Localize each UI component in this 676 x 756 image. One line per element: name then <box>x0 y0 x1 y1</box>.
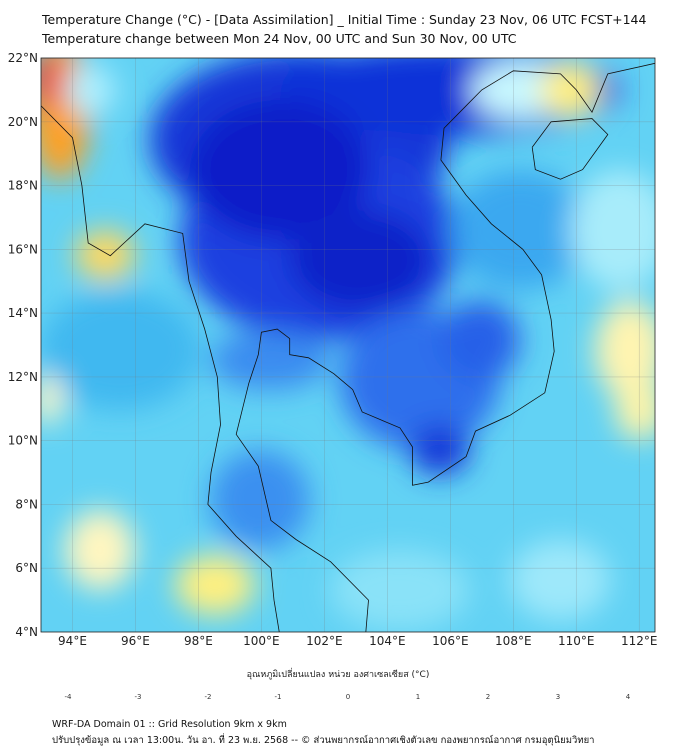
colorbar-tick-label: -2 <box>204 693 212 701</box>
colorbar-tick-label: 4 <box>625 693 631 701</box>
colorbar-tick-label: -1 <box>274 693 282 701</box>
lon-tick-label: 94°E <box>58 634 87 648</box>
coastline <box>41 62 655 632</box>
lat-tick-label: 20°N <box>8 115 38 129</box>
lon-tick-label: 102°E <box>306 634 343 648</box>
lon-tick-label: 98°E <box>184 634 213 648</box>
temperature-change-map: 94°E 96°E 98°E 100°E 102°E 104°E 106°E 108°E 110… <box>8 51 658 648</box>
colorbar-tick-label: 3 <box>555 693 561 701</box>
lon-tick-label: 96°E <box>121 634 150 648</box>
lat-tick-label: 8°N <box>15 497 38 511</box>
graticule <box>41 58 655 632</box>
axis-labels: 94°E 96°E 98°E 100°E 102°E 104°E 106°E 108°E 110… <box>8 51 658 648</box>
lat-tick-label: 14°N <box>8 306 38 320</box>
lat-tick-label: 4°N <box>15 625 38 639</box>
lon-tick-label: 100°E <box>243 634 280 648</box>
lat-tick-label: 6°N <box>15 561 38 575</box>
coastline-hainan <box>531 118 609 180</box>
footer-line-1: WRF-DA Domain 01 :: Grid Resolution 9km … <box>52 719 287 730</box>
colorbar-tick-label: -4 <box>64 693 72 701</box>
lat-tick-label: 22°N <box>8 51 38 65</box>
colorbar-tick-label: 1 <box>415 693 421 701</box>
title-line-1: Temperature Change (°C) - [Data Assimila… <box>42 12 647 27</box>
map-frame <box>40 57 656 633</box>
lat-tick-label: 10°N <box>8 434 38 448</box>
lon-tick-label: 112°E <box>621 634 658 648</box>
lon-tick-label: 106°E <box>432 634 469 648</box>
heatmap-field <box>41 58 655 632</box>
colorbar-tick-label: -3 <box>134 693 142 701</box>
colorbar-label: อุณหภูมิเปลี่ยนแปลง หน่วย องศาเซลเซียส (… <box>246 670 430 680</box>
lat-tick-label: 12°N <box>8 370 38 384</box>
colorbar-tick-label: 0 <box>345 693 351 701</box>
lon-tick-label: 104°E <box>369 634 406 648</box>
colorbar-tick-label: 2 <box>485 693 491 701</box>
lon-tick-label: 108°E <box>495 634 532 648</box>
title-line-2: Temperature change between Mon 24 Nov, 0… <box>42 31 517 46</box>
lat-tick-label: 18°N <box>8 179 38 193</box>
lon-tick-label: 110°E <box>558 634 595 648</box>
lat-tick-label: 16°N <box>8 242 38 256</box>
footer-line-2: ปรับปรุงข้อมูล ณ เวลา 13:00น. วัน อา. ที… <box>52 735 595 746</box>
